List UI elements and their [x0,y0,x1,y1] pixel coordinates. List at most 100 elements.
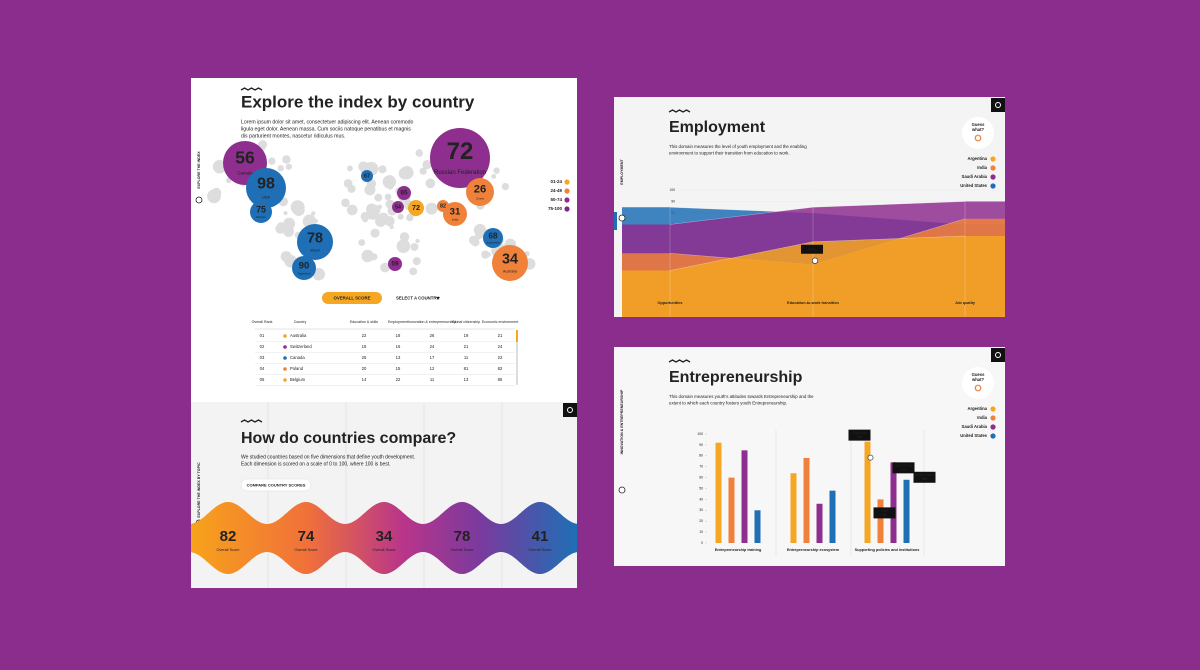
tooltip [892,462,915,474]
map-dot [366,203,378,215]
map-dot [371,230,376,235]
legend-label: 24-49 [550,188,562,193]
map-dot [343,179,353,188]
tooltip [801,244,823,254]
map-dot [311,211,316,216]
legend-dot [990,174,996,180]
bubble-value: 75 [256,204,266,214]
description: This domain measures youth's attitudes t… [669,394,814,399]
map-dot [396,239,411,254]
bar [864,441,871,543]
table-cell: 25 [362,355,367,360]
y-tick-label: 100 [669,188,675,192]
map-dot [361,249,374,263]
map-dot [364,184,376,196]
map-dot [400,166,414,180]
score-value: 78 [454,528,471,545]
bar [790,473,797,543]
bubble [250,201,272,223]
guess-badge[interactable] [962,117,994,149]
tooltip-value: 93 [858,435,862,439]
table-cell: 24 [430,344,435,349]
table-header: Overall Rank [252,320,273,324]
table-cell: 81 [464,366,469,371]
table-cell: 13 [396,355,401,360]
guess-text: Guess [972,122,985,127]
button-label: OVERALL SCORE [334,296,371,301]
share-button[interactable] [991,98,1005,112]
map-dot [313,219,318,224]
bubble-value: 68 [489,231,498,240]
legend-label: India [977,415,987,420]
guess-icon [974,384,982,392]
map-dot [419,167,427,175]
country-dot [283,356,287,360]
table-cell: Canada [290,355,305,360]
bubble-value: 65 [400,190,408,197]
guess-badge[interactable] [962,367,994,399]
map-dot [362,217,368,223]
map-dot [358,239,366,246]
y-tick-label: 40 [699,497,703,501]
y-tick-label: 80 [699,454,703,458]
score-label: Overall Score [294,548,317,552]
description: environment to support their transition … [669,151,790,156]
overall-score-button[interactable] [322,292,382,304]
nav-indicator [614,212,617,230]
compare-button[interactable] [240,478,312,492]
table-cell: 11 [464,355,469,360]
scrollbar [516,330,518,385]
score-value: 74 [298,528,315,545]
y-tick-label: 50 [699,486,703,490]
side-label: EXPLORE THE INDEX [197,151,201,189]
map-dot [282,155,291,164]
score-label: Overall Score [372,548,395,552]
legend-dot [990,415,996,421]
table-cell: 12 [430,366,435,371]
tooltip-value: 74 [902,468,906,472]
nav-dot [618,214,626,222]
squiggle [668,109,691,113]
tooltip-value: 40 [883,513,887,517]
map-dot [295,201,304,209]
share-button[interactable] [991,348,1005,362]
map-dot [422,159,432,170]
table-cell: 21 [498,333,503,338]
scroll-thumb[interactable] [516,330,518,342]
score-value: 41 [532,528,549,545]
bubble [246,168,286,208]
nav-dot [195,196,203,204]
bar [903,479,910,543]
description: ligula eget dolor. Aenean massa. Cum soc… [241,126,411,132]
bubble [388,257,402,271]
share-button[interactable] [563,403,577,417]
tooltip [848,429,871,441]
bar [728,477,735,543]
bubble-label: India [452,218,459,222]
table-cell: 13 [464,377,469,382]
map-dot [374,193,383,202]
tooltip-text: India [808,247,817,251]
legend-dot [564,197,570,203]
map-dot [378,165,387,174]
table-cell: 05 [260,377,265,382]
map-dot [375,215,387,227]
legend-dot [990,165,996,171]
score-wave [191,502,577,574]
bubble-value: 26 [474,183,486,195]
tooltip-value: 58 [923,477,927,481]
country-dot [283,345,287,349]
bubble [361,170,373,182]
table-cell: 03 [260,355,265,360]
bar [715,442,722,543]
map-dot [268,157,276,165]
dropdown-arrow[interactable] [436,297,440,300]
bubble-label: Indonesia [486,241,499,245]
button-label: SELECT A COUNTRY [396,296,439,301]
bubble-label: Russian Federation [434,170,486,176]
tooltip-name: India [881,509,888,513]
bar [829,490,836,543]
y-tick-label: 100 [697,432,703,436]
table-cell: 18 [396,333,401,338]
map-dot [412,257,421,266]
